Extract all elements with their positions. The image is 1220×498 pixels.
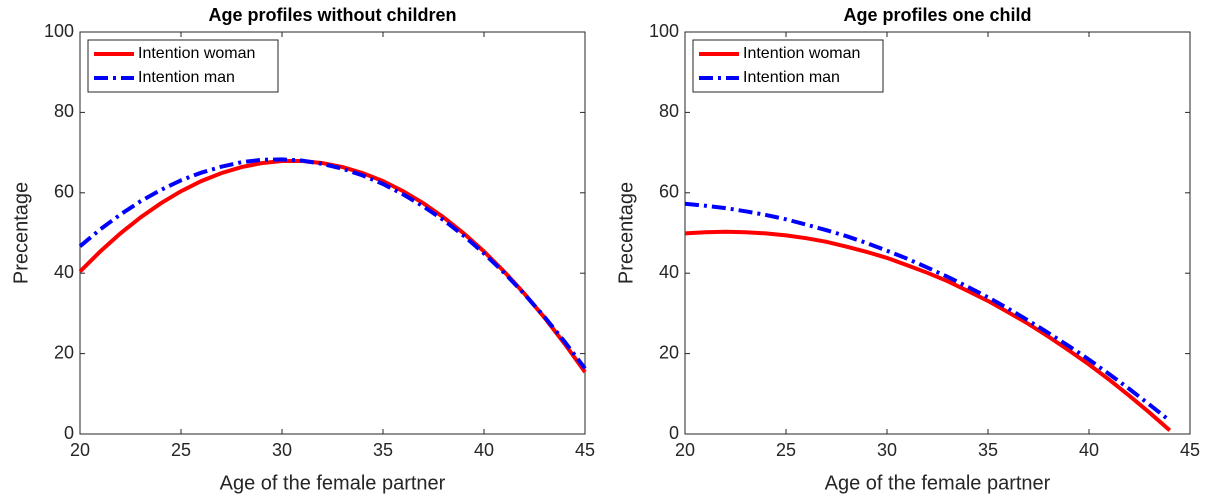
legend-label: Intention woman [743, 45, 860, 62]
series-line [684, 229, 1172, 432]
x-tick-label: 20 [70, 440, 90, 460]
series-line [684, 201, 1172, 423]
x-axis-label: Age of the female partner [825, 472, 1051, 494]
x-axis-label: Age of the female partner [220, 472, 446, 494]
y-tick-label: 0 [64, 423, 74, 443]
x-tick-label: 35 [373, 440, 393, 460]
x-tick-label: 40 [1079, 440, 1099, 460]
x-tick-label: 20 [675, 440, 695, 460]
x-tick-label: 30 [272, 440, 292, 460]
y-tick-label: 20 [659, 342, 679, 362]
y-tick-label: 100 [649, 21, 679, 41]
x-tick-label: 45 [575, 440, 595, 460]
legend-label: Intention man [138, 69, 235, 86]
y-tick-label: 40 [659, 262, 679, 282]
x-tick-label: 45 [1180, 440, 1200, 460]
x-tick-label: 30 [877, 440, 897, 460]
legend-box [87, 39, 279, 93]
legend-label: Intention man [743, 69, 840, 86]
y-tick-label: 60 [54, 182, 74, 202]
x-tick-label: 25 [776, 440, 796, 460]
x-tick-label: 40 [474, 440, 494, 460]
legend-label: Intention woman [138, 45, 255, 62]
x-tick-label: 25 [171, 440, 191, 460]
chart-title: Age profiles without children [208, 5, 456, 25]
legend-box [692, 39, 884, 93]
y-tick-label: 80 [659, 101, 679, 121]
y-axis-label: Precentage [615, 182, 637, 284]
series-line [78, 157, 587, 370]
y-tick-label: 60 [659, 182, 679, 202]
x-tick-label: 35 [978, 440, 998, 460]
y-tick-label: 20 [54, 342, 74, 362]
y-tick-label: 100 [44, 21, 74, 41]
y-tick-label: 80 [54, 101, 74, 121]
plot-area [79, 31, 586, 435]
y-tick-label: 40 [54, 262, 74, 282]
y-axis-label: Precentage [10, 182, 32, 284]
y-tick-label: 0 [669, 423, 679, 443]
chart-title: Age profiles one child [843, 5, 1031, 25]
